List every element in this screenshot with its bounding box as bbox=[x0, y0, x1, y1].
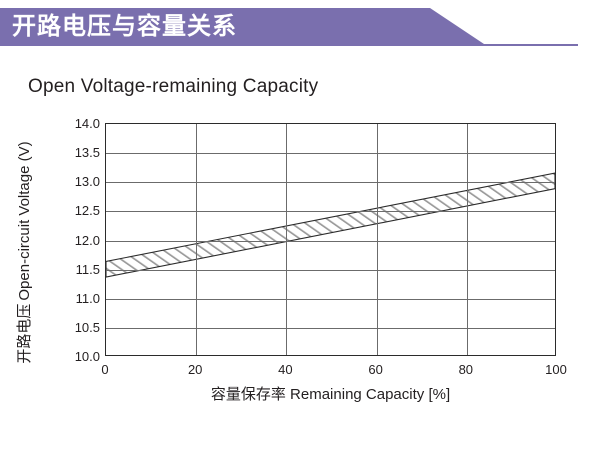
gridline-horizontal bbox=[106, 299, 555, 300]
band-polygon bbox=[106, 172, 555, 278]
x-axis-tick-label: 40 bbox=[278, 362, 293, 377]
plot-area bbox=[105, 123, 556, 356]
x-axis-tick-label: 0 bbox=[101, 362, 109, 377]
y-axis-tick-label: 10.5 bbox=[74, 319, 100, 335]
y-axis-tick-label: 14.0 bbox=[74, 116, 100, 131]
y-axis-tick-label: 13.0 bbox=[74, 174, 100, 190]
y-axis-tick-label: 11.0 bbox=[75, 290, 100, 306]
x-axis-tick-labels: 0 20 40 60 80 100 bbox=[101, 362, 566, 381]
gridline-horizontal bbox=[106, 241, 555, 242]
x-axis-tick-label: 60 bbox=[368, 362, 383, 377]
y-axis-title-en: Open-circuit Voltage (V) bbox=[15, 141, 33, 301]
y-axis-tick-label: 10.0 bbox=[74, 349, 100, 364]
x-axis-title-cn: 容量保存率 bbox=[210, 385, 286, 403]
gridline-horizontal bbox=[106, 153, 555, 154]
x-axis-title-en: Remaining Capacity [%] bbox=[290, 386, 451, 403]
x-axis-tick-label: 20 bbox=[187, 362, 203, 377]
gridline-vertical bbox=[467, 124, 468, 355]
gridline-vertical bbox=[377, 124, 378, 355]
gridline-vertical bbox=[286, 124, 287, 355]
header-band-shape bbox=[0, 8, 484, 44]
y-axis-tick-label: 12.0 bbox=[74, 232, 100, 248]
gridline-horizontal bbox=[106, 182, 555, 183]
y-axis-tick-label: 13.5 bbox=[74, 145, 100, 161]
y-axis-tick-label: 11.5 bbox=[75, 261, 100, 277]
chart-title: Open Voltage-remaining Capacity bbox=[28, 76, 319, 97]
page-title: 开路电压与容量关系 bbox=[12, 12, 237, 40]
header-underline-rule bbox=[0, 44, 578, 46]
y-axis-tick-label: 12.5 bbox=[74, 203, 100, 219]
gridline-vertical bbox=[196, 124, 197, 355]
x-axis-tick-label: 100 bbox=[545, 362, 567, 377]
gridline-horizontal bbox=[106, 270, 555, 271]
x-axis-tick-label: 80 bbox=[458, 362, 474, 377]
y-axis-title: 开路电压 Open-circuit Voltage (V) bbox=[0, 136, 48, 369]
y-axis-title-cn: 开路电压 bbox=[14, 303, 33, 364]
gridline-horizontal bbox=[106, 328, 555, 329]
x-axis-title: 容量保存率 Remaining Capacity [%] bbox=[105, 383, 556, 404]
y-axis-tick-labels: 10.0 10.5 11.0 11.5 12.0 12.5 13.0 13.5 14.0 bbox=[56, 117, 100, 363]
gridline-horizontal bbox=[106, 211, 555, 212]
header-banner: 开路电压与容量关系 bbox=[0, 0, 600, 52]
voltage-capacity-band bbox=[106, 172, 555, 278]
